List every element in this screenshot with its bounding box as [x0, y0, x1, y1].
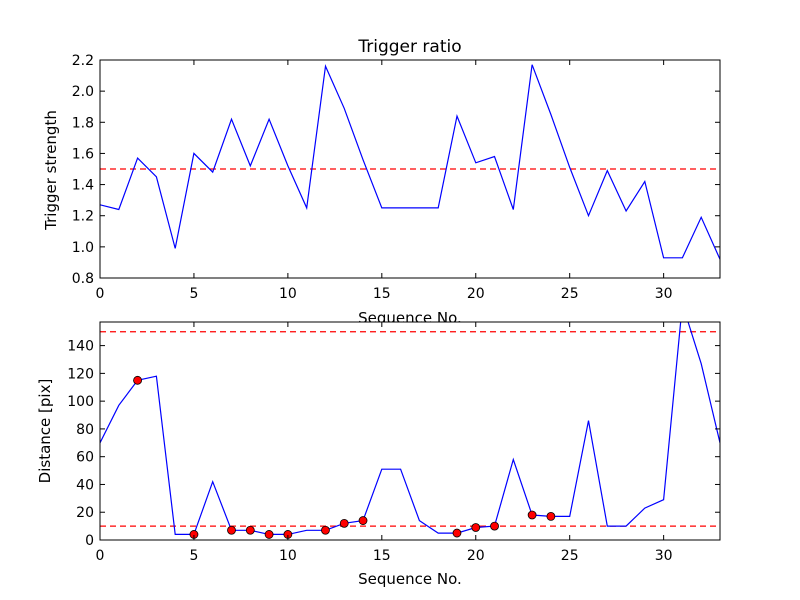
- distance-plot-area: 0 5 10 15 20 25 30 0 20 40 60 80 100 120 140: [67, 321, 721, 564]
- distance-marker-point: [452, 528, 462, 538]
- distance-ytick-label: 40: [76, 477, 94, 493]
- distance-axes-background: [100, 322, 720, 540]
- trigger-ratio-plot-area: 0 5 10 15 20 25 30 0.8 1.0 1.2 1.4 1.6 1.8 2.0 2.2: [72, 53, 721, 302]
- trigger-ytick-label: 0.8: [72, 271, 94, 287]
- trigger-xtick-label: 25: [561, 286, 579, 302]
- trigger-ytick-label: 1.4: [72, 178, 94, 194]
- distance-ytick-label: 80: [76, 422, 94, 438]
- distance-panel: 0 5 10 15 20 25 30 0 20 40 60 80 100 120 140 Sequence …: [36, 321, 721, 588]
- distance-xtick-label: 25: [561, 548, 579, 564]
- distance-xtick-label: 10: [279, 548, 297, 564]
- trigger-ytick-label: 1.2: [72, 209, 94, 225]
- distance-series-line: [100, 322, 720, 536]
- distance-ytick-label: 20: [76, 505, 94, 521]
- trigger-axes-frame: [99, 59, 721, 279]
- trigger-ratio-title: Trigger ratio: [357, 37, 461, 57]
- trigger-xtick-label: 10: [279, 286, 297, 302]
- distance-marker-point: [546, 511, 556, 521]
- distance-xtick-label: 30: [655, 548, 673, 564]
- trigger-series-line: [100, 64, 720, 260]
- distance-marker-point: [264, 530, 274, 539]
- distance-marker-point: [358, 516, 368, 525]
- distance-ytick-label: 140: [67, 339, 94, 355]
- distance-marker-point: [245, 525, 255, 535]
- trigger-ytick-label: 2.0: [72, 84, 94, 100]
- distance-marker-point: [321, 525, 330, 535]
- distance-marker-point: [471, 523, 481, 532]
- trigger-ratio-panel: Trigger ratio 0 5 10 15 20 25 30 0.8 1.0 1.2 1.4 1.…: [42, 37, 721, 327]
- trigger-xtick-label: 5: [189, 286, 198, 302]
- trigger-data-layer: [100, 64, 720, 260]
- distance-ytick-label: 100: [67, 394, 94, 410]
- distance-xtick-label: 0: [96, 548, 105, 564]
- trigger-xtick-label: 30: [655, 286, 673, 302]
- distance-ylabel: Distance [pix]: [36, 379, 54, 484]
- distance-ytick-label: 60: [76, 450, 94, 466]
- distance-marker-point: [227, 525, 236, 535]
- distance-xlabel: Sequence No.: [358, 570, 462, 588]
- trigger-xtick-label: 0: [96, 286, 105, 302]
- distance-ytick-label: 0: [85, 533, 94, 549]
- trigger-ytick-label: 1.0: [72, 240, 94, 256]
- distance-marker-point: [339, 518, 349, 528]
- distance-xtick-label: 15: [373, 548, 391, 564]
- distance-axes-frame: [99, 321, 721, 541]
- trigger-xtick-label: 20: [467, 286, 485, 302]
- trigger-ratio-ylabel: Trigger strength: [42, 110, 60, 231]
- trigger-ytick-label: 2.2: [72, 53, 94, 69]
- distance-marker-point: [133, 375, 142, 385]
- distance-ytick-label: 120: [67, 366, 94, 382]
- trigger-ytick-label: 1.6: [72, 146, 94, 162]
- trigger-xtick-label: 15: [373, 286, 391, 302]
- distance-marker-point: [527, 510, 537, 520]
- distance-xtick-label: 20: [467, 548, 485, 564]
- distance-data-layer: [100, 322, 720, 539]
- distance-xtick-label: 5: [189, 548, 198, 564]
- trigger-ytick-label: 1.8: [72, 115, 94, 131]
- distance-marker-point: [490, 521, 499, 531]
